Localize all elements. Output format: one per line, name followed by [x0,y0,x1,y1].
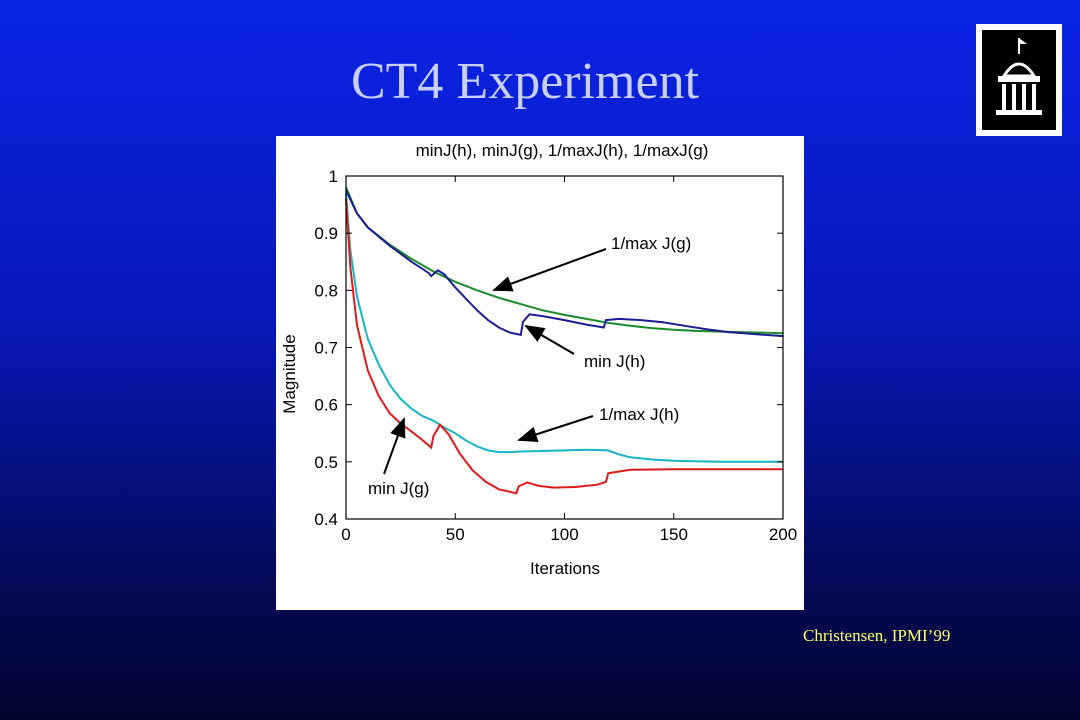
x-axis-label: Iterations [530,559,600,578]
annotation-arrow-3 [383,417,406,475]
y-axis-label: Magnitude [280,334,299,413]
line-chart: minJ(h), minJ(g), 1/maxJ(h), 1/maxJ(g) M… [280,141,797,578]
annotation-arrow-0 [492,248,607,292]
university-building-logo [976,24,1062,136]
series-line-2 [345,193,783,463]
y-tick-label-6: 1 [329,167,338,186]
y-tick-label-3: 0.7 [314,339,338,358]
building-icon [996,38,1042,115]
annotation-label-1: min J(h) [584,352,645,371]
series-line-0 [345,187,784,335]
y-tick-label-4: 0.8 [314,281,338,300]
x-tick-label-4: 200 [769,525,797,544]
annotation-arrow-2 [517,415,594,443]
chart-title: minJ(h), minJ(g), 1/maxJ(h), 1/maxJ(g) [416,141,709,160]
y-tick-label-0: 0.4 [314,510,338,529]
series-line-1 [345,189,784,338]
y-tick-label-2: 0.6 [314,396,338,415]
series-line-3 [345,198,783,495]
x-tick-label-1: 50 [446,525,465,544]
annotation-label-3: min J(g) [368,479,429,498]
x-tick-label-3: 150 [660,525,688,544]
annotation-label-2: 1/max J(h) [599,405,679,424]
chart-panel: minJ(h), minJ(g), 1/maxJ(h), 1/maxJ(g) M… [276,136,804,610]
x-tick-label-0: 0 [341,525,350,544]
x-tick-label-2: 100 [550,525,578,544]
source-credit: Christensen, IPMI’99 [803,626,951,645]
y-tick-label-1: 0.5 [314,453,338,472]
annotation-label-0: 1/max J(g) [611,234,691,253]
annotation-arrow-1 [524,324,575,355]
slide-title: CT4 Experiment [350,53,700,110]
y-tick-label-5: 0.9 [314,224,338,243]
